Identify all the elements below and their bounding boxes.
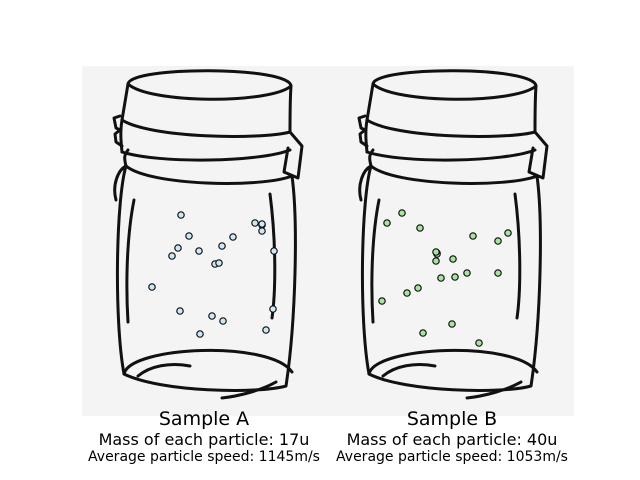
- diagram-panel: [82, 66, 574, 416]
- particle-icon: [383, 219, 391, 227]
- caption-sample-b: Sample B Mass of each particle: 40u Aver…: [302, 408, 602, 465]
- sample-title: Sample A: [158, 408, 250, 430]
- particle-icon: [403, 289, 411, 297]
- particle-icon: [437, 274, 445, 282]
- particle-icon: [432, 248, 440, 256]
- jar-icon-sample-b: [357, 69, 549, 400]
- particle-icon: [419, 329, 427, 337]
- particle-icon: [504, 229, 512, 237]
- particle-icon: [494, 237, 502, 245]
- particle-icon: [218, 242, 226, 250]
- particle-icon: [414, 284, 422, 292]
- speed-label: Average particle speed: 1053m/s: [336, 449, 568, 465]
- mass-label: Mass of each particle: 40u: [346, 430, 558, 449]
- caption-sample-a: Sample A Mass of each particle: 17u Aver…: [54, 408, 354, 465]
- sample-title: Sample B: [406, 408, 498, 430]
- particle-icon: [195, 247, 203, 255]
- particle-icon: [451, 273, 459, 281]
- particle-icon: [270, 247, 278, 255]
- particles-sample-b: [378, 209, 512, 347]
- particle-icon: [475, 339, 483, 347]
- particle-icon: [258, 227, 266, 235]
- particles-sample-a: [148, 211, 278, 338]
- particle-icon: [219, 317, 227, 325]
- particle-icon: [185, 232, 193, 240]
- particle-icon: [258, 220, 266, 228]
- particle-icon: [251, 219, 259, 227]
- particle-icon: [208, 312, 216, 320]
- particle-icon: [229, 233, 237, 241]
- particle-icon: [378, 297, 386, 305]
- particle-icon: [148, 283, 156, 291]
- jar-icon-sample-a: [112, 69, 304, 400]
- particle-icon: [174, 244, 182, 252]
- particle-icon: [177, 211, 185, 219]
- particle-icon: [448, 320, 456, 328]
- particle-icon: [449, 255, 457, 263]
- mass-label: Mass of each particle: 17u: [98, 430, 310, 449]
- particle-icon: [432, 257, 440, 265]
- particle-icon: [398, 209, 406, 217]
- particle-icon: [269, 305, 277, 313]
- particle-icon: [494, 269, 502, 277]
- particle-icon: [469, 232, 477, 240]
- particle-icon: [176, 307, 184, 315]
- particle-icon: [215, 259, 223, 267]
- particle-icon: [262, 326, 270, 334]
- particle-icon: [416, 224, 424, 232]
- speed-label: Average particle speed: 1145m/s: [88, 449, 320, 465]
- particle-icon: [196, 330, 204, 338]
- particle-icon: [463, 269, 471, 277]
- particle-icon: [168, 252, 176, 260]
